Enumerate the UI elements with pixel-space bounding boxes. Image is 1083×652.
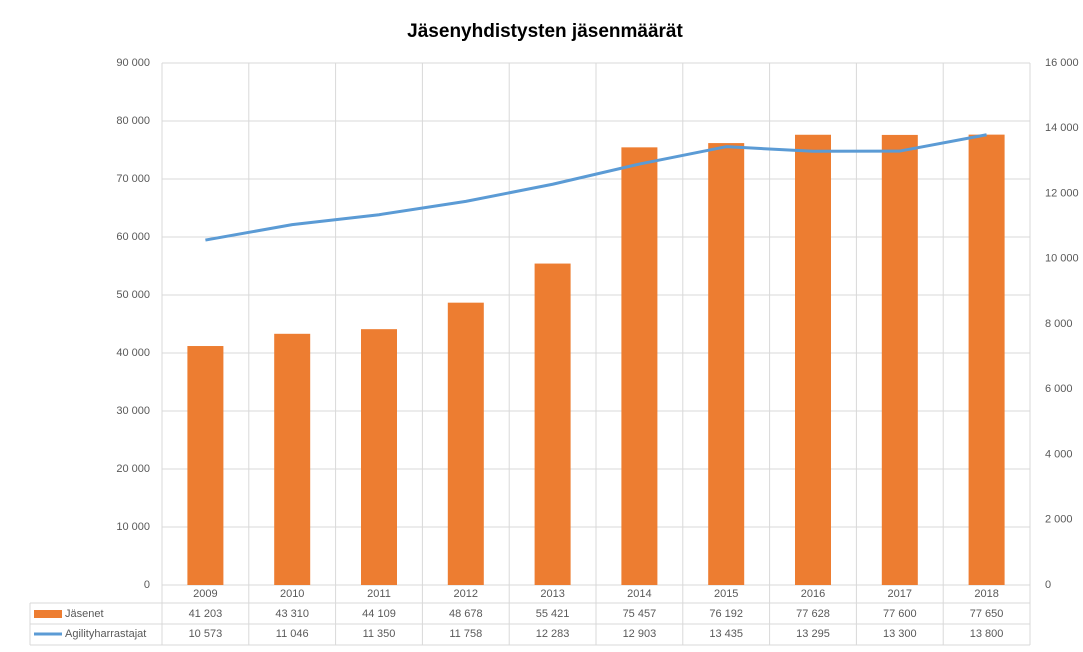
table-value: 43 310 [275, 608, 309, 620]
x-tick-label: 2013 [540, 588, 564, 600]
table-value: 76 192 [709, 608, 743, 620]
y2-tick-label: 0 [1045, 579, 1051, 591]
table-value: 10 573 [189, 628, 223, 640]
table-value: 12 903 [623, 628, 657, 640]
y2-tick-label: 14 000 [1045, 122, 1079, 134]
x-tick-label: 2010 [280, 588, 304, 600]
table-value: 48 678 [449, 608, 483, 620]
y-tick-label: 30 000 [116, 405, 150, 417]
y-tick-label: 40 000 [116, 347, 150, 359]
table-value: 13 295 [796, 628, 830, 640]
y2-tick-label: 10 000 [1045, 253, 1079, 265]
x-tick-label: 2018 [974, 588, 998, 600]
x-tick-label: 2009 [193, 588, 217, 600]
bar [708, 143, 745, 585]
bar [534, 263, 571, 585]
legend-label: Agilityharrastajat [65, 628, 146, 640]
x-tick-label: 2011 [367, 588, 391, 600]
x-tick-label: 2015 [714, 588, 738, 600]
bar [187, 346, 224, 585]
x-tick-label: 2014 [627, 588, 651, 600]
bar [361, 329, 397, 585]
legend-label: Jäsenet [65, 608, 104, 620]
y2-tick-label: 16 000 [1045, 57, 1079, 69]
table-value: 13 800 [970, 628, 1004, 640]
bar [274, 333, 311, 585]
table-value: 13 300 [883, 628, 917, 640]
bar [447, 302, 484, 585]
y-tick-label: 50 000 [116, 289, 150, 301]
bar [621, 147, 658, 585]
table-value: 77 628 [796, 608, 830, 620]
y-tick-label: 10 000 [116, 521, 150, 533]
table-value: 12 283 [536, 628, 570, 640]
chart-title: Jäsenyhdistysten jäsenmäärät [407, 21, 683, 42]
table-value: 55 421 [536, 608, 570, 620]
y2-tick-label: 2 000 [1045, 514, 1073, 526]
y2-tick-label: 12 000 [1045, 187, 1079, 199]
legend-swatch [34, 610, 62, 618]
bar [968, 134, 1005, 585]
y2-tick-label: 6 000 [1045, 383, 1073, 395]
x-tick-label: 2017 [888, 588, 912, 600]
x-tick-label: 2012 [454, 588, 478, 600]
y-tick-label: 80 000 [116, 115, 150, 127]
y-tick-label: 70 000 [116, 173, 150, 185]
table-value: 13 435 [709, 628, 743, 640]
table-value: 11 046 [276, 628, 309, 640]
x-tick-label: 2016 [801, 588, 825, 600]
bar [795, 134, 831, 585]
table-value: 77 600 [883, 608, 917, 620]
y2-tick-label: 4 000 [1045, 448, 1073, 460]
y2-tick-label: 8 000 [1045, 318, 1073, 330]
bar [881, 134, 918, 586]
y-tick-label: 60 000 [116, 231, 150, 243]
y-tick-label: 0 [144, 579, 150, 591]
y-tick-label: 90 000 [116, 57, 150, 69]
table-value: 11 350 [363, 628, 396, 640]
table-value: 75 457 [623, 608, 657, 620]
y-tick-label: 20 000 [116, 463, 150, 475]
line [205, 133, 987, 242]
table-value: 11 758 [449, 628, 482, 640]
table-value: 41 203 [189, 608, 223, 620]
table-value: 77 650 [970, 608, 1004, 620]
table-value: 44 109 [362, 608, 396, 620]
